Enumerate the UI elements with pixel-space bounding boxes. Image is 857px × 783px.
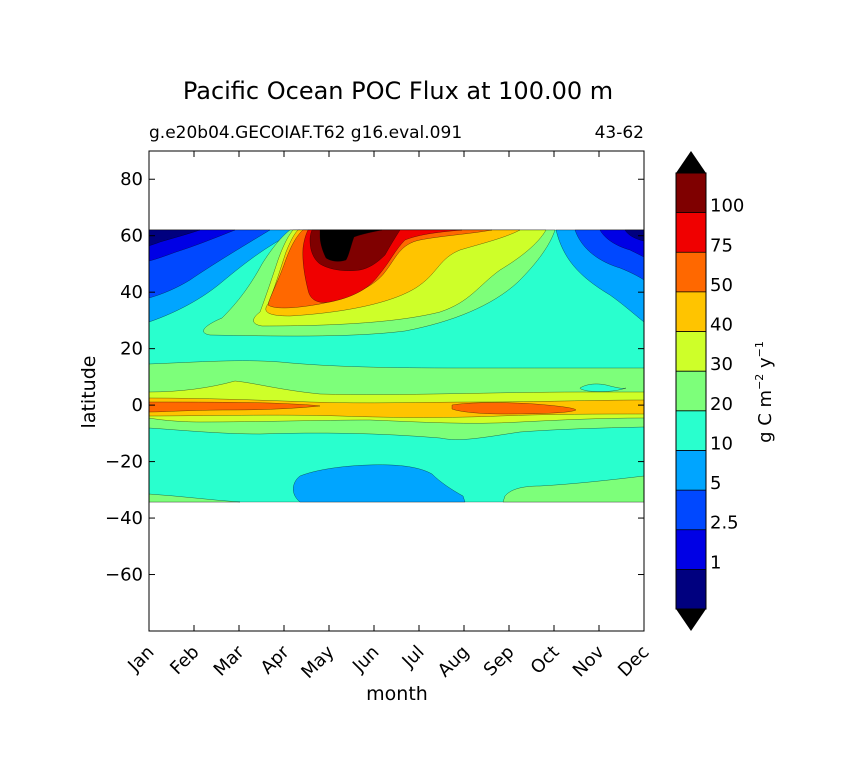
colorbar-level-label: 30 [710, 354, 733, 375]
contour-layer [149, 229, 644, 503]
colorbar-label: g C m−2 y−1 [753, 341, 776, 443]
y-tick-label: 20 [120, 339, 143, 360]
colorbar-level-label: 1 [710, 552, 721, 573]
x-tick-label: Feb [166, 642, 203, 679]
chart-title: Pacific Ocean POC Flux at 100.00 m [183, 77, 613, 105]
colorbar-level-label: 40 [710, 315, 733, 336]
colorbar-under-arrow [676, 609, 706, 631]
x-tick-label: Nov [569, 641, 609, 681]
x-tick-label: Jan [123, 642, 158, 677]
y-axis-label: latitude [78, 356, 100, 429]
x-tick-label: Mar [210, 641, 249, 680]
colorbar-label-mid: y [755, 357, 776, 374]
y-tick-label: −60 [105, 565, 143, 586]
chart-subtitle-right: 43-62 [595, 123, 644, 143]
contour-south-east-10-20 [579, 383, 627, 392]
colorbar-label-base: g C m [755, 390, 776, 443]
colorbar-swatch [676, 252, 706, 292]
colorbar-swatch [676, 212, 706, 253]
x-tick-label: Dec [614, 642, 653, 681]
contour-north-lt-1 [149, 229, 644, 247]
contour-north-1-2.5 [149, 229, 644, 262]
colorbar-level-label: 75 [710, 235, 733, 256]
contour-equator-50-75-west [149, 401, 321, 413]
colorbar-swatch [676, 450, 706, 491]
colorbar-label-exp2: −1 [753, 341, 766, 357]
colorbar-swatch [676, 490, 706, 530]
y-tick-label: 80 [120, 169, 143, 190]
x-tick-label: May [297, 641, 338, 682]
chart-subtitle-left: g.e20b04.GECOIAF.T62 g16.eval.091 [149, 123, 462, 143]
colorbar-over-arrow [676, 151, 706, 173]
contour-equator-50-75-east [451, 402, 577, 415]
colorbar-swatch [676, 173, 706, 213]
x-tick-label: Jul [398, 642, 429, 673]
colorbar-swatch [676, 569, 706, 609]
y-tick-label: 60 [120, 226, 143, 247]
contour-south-5-10 [293, 464, 466, 503]
colorbar-frame [675, 172, 707, 610]
colorbar-swatch [676, 410, 706, 451]
plot-frame [148, 150, 645, 632]
colorbar-level-label: 2.5 [710, 513, 739, 534]
x-axis-label: month [366, 683, 428, 705]
colorbar-level-label: 10 [710, 433, 733, 454]
y-axis: 80 60 40 20 0 −20 −40 −60 [105, 169, 644, 586]
x-tick-label: Aug [434, 642, 474, 682]
y-tick-label: 40 [120, 282, 143, 303]
y-tick-label: −40 [105, 508, 143, 529]
x-tick-label: Oct [527, 642, 564, 679]
colorbar-level-label: 100 [710, 196, 744, 217]
colorbar-level-label: 50 [710, 275, 733, 296]
colorbar-level-label: 5 [710, 473, 721, 494]
colorbar-swatch [676, 291, 706, 332]
colorbar: 1 2.5 5 10 20 30 40 50 75 100 [675, 151, 744, 631]
colorbar-level-label: 20 [710, 394, 733, 415]
x-tick-label: Jun [348, 642, 383, 677]
contour-south-20-30 [149, 475, 644, 503]
x-tick-label: Apr [257, 641, 294, 678]
colorbar-label-exp1: −2 [753, 374, 766, 390]
colorbar-swatch [676, 529, 706, 570]
colorbar-swatch [676, 331, 706, 372]
colorbar-swatch [676, 371, 706, 411]
contour-north-over [319, 229, 383, 262]
y-tick-label: 0 [132, 395, 143, 416]
x-tick-label: Sep [480, 642, 519, 681]
y-tick-label: −20 [105, 452, 143, 473]
